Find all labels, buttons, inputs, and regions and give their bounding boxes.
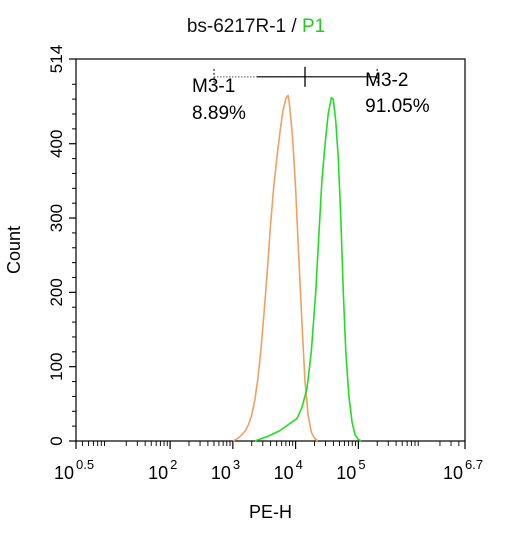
x-tick-label: 10 [443,463,463,483]
y-tick-label: 0 [47,436,66,445]
y-axis-label: Count [4,226,24,274]
chart-title: bs-6217R-1 / P1 [0,16,512,38]
x-tick-label: 10 [274,463,294,483]
y-tick-label: 400 [47,130,66,158]
y-tick-label: 100 [47,352,66,380]
x-axis-label: PE-H [249,502,292,522]
histogram-series-2 [254,96,362,442]
gate-label-m3-1: M3-1 [192,76,235,97]
x-tick-label: 10 [54,463,74,483]
x-tick-label: 10 [211,463,231,483]
x-tick-label: 10 [336,463,356,483]
y-tick-label: 514 [47,45,66,73]
y-tick-label: 300 [47,204,66,232]
chart-title-main: bs-6217R-1 [186,16,287,37]
x-tick-label: 10 [148,463,168,483]
x-tick-exponent: 2 [170,457,177,472]
x-tick-exponent: 3 [233,457,240,472]
x-tick-exponent: 6.7 [465,457,483,472]
gate-percent-m3-2: 91.05% [365,96,430,117]
gate-percent-m3-1: 8.89% [192,103,246,124]
gate-label-m3-2: M3-2 [365,70,408,91]
x-tick-exponent: 4 [296,457,303,472]
x-tick-exponent: 5 [358,457,365,472]
chart-title-gate: P1 [301,16,326,37]
x-tick-exponent: 0.5 [76,457,94,472]
y-tick-label: 200 [47,278,66,306]
histogram-series-1 [232,94,319,442]
chart-title-separator: / [286,16,302,37]
